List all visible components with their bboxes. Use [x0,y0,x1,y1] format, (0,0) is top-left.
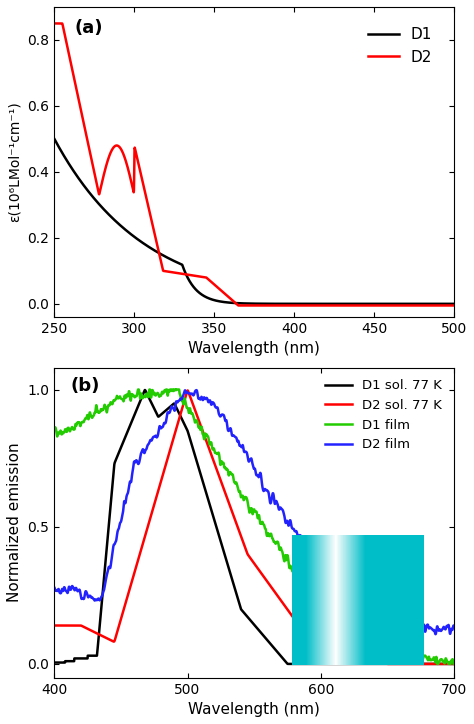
D2 film [440,625,446,634]
D2 film [246,458,252,466]
D2 [366,301,372,310]
D2 [439,301,445,310]
D2 [52,19,57,28]
D1 [439,300,445,308]
D1 film [451,660,457,668]
Line: D1 sol. 77 K: D1 sol. 77 K [55,390,454,664]
D2 sol. 77 K [236,524,241,533]
D2 [440,301,446,310]
X-axis label: Wavelength (nm): Wavelength (nm) [188,342,320,356]
D2 [235,301,241,310]
D1 film [435,660,440,668]
D2 film [52,583,57,592]
D1 sol. 77 K [366,660,372,668]
D1 sol. 77 K [440,660,446,668]
Line: D2 sol. 77 K: D2 sol. 77 K [55,390,454,664]
D1 film [366,636,372,645]
Line: D2: D2 [55,23,454,306]
D1 film [440,657,446,665]
D2 sol. 77 K [386,660,392,668]
D1 film [135,385,141,394]
D1 sol. 77 K [52,658,57,667]
D1 sol. 77 K [246,614,252,623]
D1 sol. 77 K [451,660,457,668]
D2 film [194,386,200,395]
D1 film [440,657,446,665]
Y-axis label: ε(10⁶LMol⁻¹cm⁻¹): ε(10⁶LMol⁻¹cm⁻¹) [8,101,22,222]
D2 sol. 77 K [440,660,446,668]
D2 film [451,621,457,630]
D2 sol. 77 K [72,621,78,630]
D2 [246,301,252,310]
D1 [246,299,252,308]
Text: (b): (b) [70,377,100,395]
D1 sol. 77 K [286,660,292,668]
D2 sol. 77 K [366,657,372,666]
D1 film [72,424,78,433]
D1 sol. 77 K [440,660,446,668]
D1 film [246,505,252,513]
D1 [366,300,372,308]
X-axis label: Wavelength (nm): Wavelength (nm) [188,702,320,717]
D2 [236,301,242,310]
Line: D1 film: D1 film [55,390,454,664]
D1 [235,299,241,308]
D2 film [433,630,438,639]
D1 film [236,485,241,494]
Legend: D1 sol. 77 K, D2 sol. 77 K, D1 film, D2 film: D1 sol. 77 K, D2 sol. 77 K, D1 film, D2 … [320,374,447,457]
Y-axis label: Normalized emission: Normalized emission [7,443,22,602]
D1 [451,300,457,308]
D2 sol. 77 K [185,386,191,395]
D1 [72,169,78,177]
D2 [451,301,457,310]
Text: (a): (a) [74,20,103,38]
D2 [72,77,78,85]
D1 sol. 77 K [72,654,78,662]
D1 [439,300,445,308]
D1 film [52,424,57,432]
D1 [52,135,57,143]
D2 film [72,586,78,594]
D2 film [366,607,372,616]
D2 sol. 77 K [52,621,57,630]
D1 sol. 77 K [236,596,241,605]
D1 sol. 77 K [142,386,148,395]
Legend: D1, D2: D1, D2 [362,21,438,71]
Line: D1: D1 [55,139,454,304]
D2 sol. 77 K [440,660,446,668]
D2 sol. 77 K [246,552,252,560]
D2 film [236,437,241,445]
Line: D2 film: D2 film [55,390,454,634]
D2 film [440,624,446,633]
D2 sol. 77 K [451,660,457,668]
